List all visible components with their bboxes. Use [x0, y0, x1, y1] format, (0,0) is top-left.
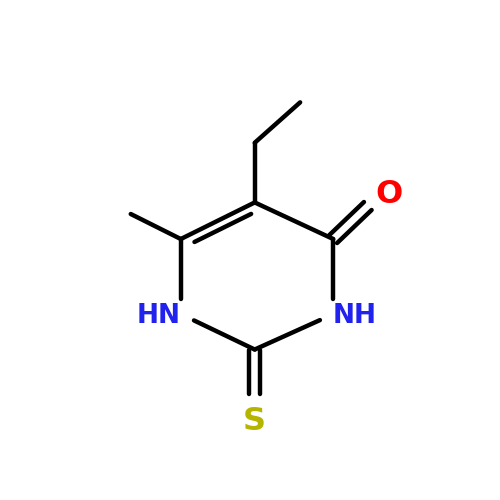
Text: HN: HN: [136, 303, 180, 329]
Text: S: S: [243, 406, 266, 438]
Text: O: O: [376, 180, 402, 210]
Text: NH: NH: [332, 303, 376, 329]
